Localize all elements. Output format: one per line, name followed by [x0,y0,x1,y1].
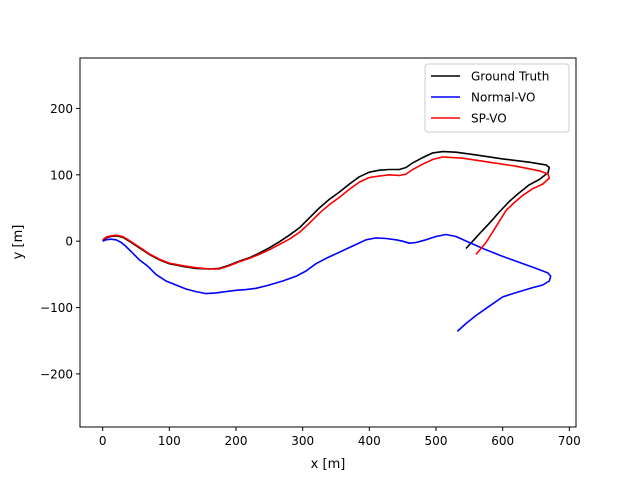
y-tick-label: −100 [40,301,73,315]
legend-label-ground-truth: Ground Truth [471,70,549,84]
plot-frame [79,57,577,428]
series-line-sp-vo [102,156,551,270]
x-tick-label: 300 [291,434,314,448]
x-tick-label: 700 [558,434,581,448]
series-line-normal-vo [102,233,552,332]
legend: Ground Truth Normal-VO SP-VO [424,63,570,133]
x-tick-label: 500 [425,434,448,448]
legend-box [424,63,570,133]
legend-entries: Ground Truth Normal-VO SP-VO [431,70,549,126]
x-tick-label: 0 [99,434,107,448]
x-tick-label: 100 [158,434,181,448]
y-axis-label: y [m] [11,225,26,260]
x-axis-ticks: 0 100 200 300 400 500 600 700 [99,427,581,448]
series-layer [102,150,552,332]
y-axis-ticks: −200 −100 0 100 200 [40,102,80,381]
y-tick-label: 0 [65,235,73,249]
y-tick-label: −200 [40,367,73,381]
y-tick-label: 100 [50,168,73,182]
y-tick-label: 200 [50,102,73,116]
x-tick-label: 200 [225,434,248,448]
x-tick-label: 600 [491,434,514,448]
legend-label-sp-vo: SP-VO [471,112,507,126]
legend-label-normal-vo: Normal-VO [471,91,536,105]
x-tick-label: 400 [358,434,381,448]
x-axis-label: x [m] [311,457,346,472]
